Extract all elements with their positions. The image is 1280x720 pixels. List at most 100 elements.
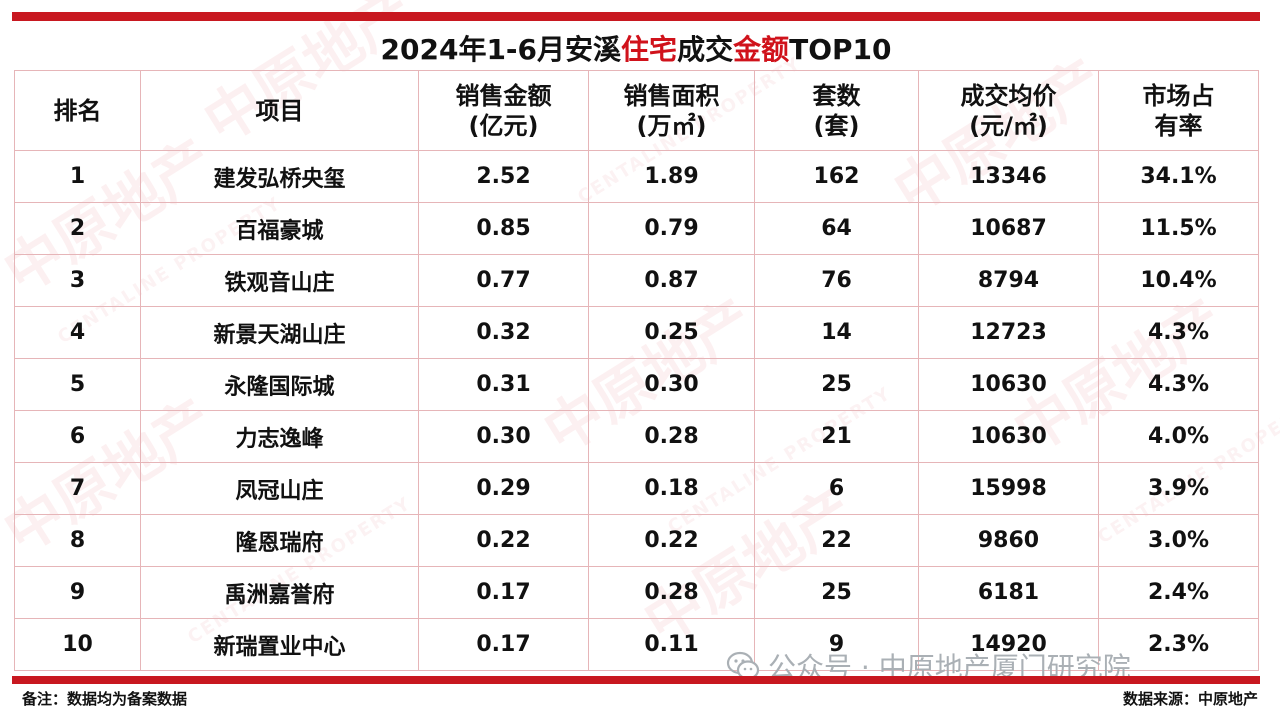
cell-project: 禹洲嘉誉府 — [140, 566, 419, 619]
table-row: 4 新景天湖山庄 0.32 0.25 14 12723 4.3% — [14, 306, 1259, 359]
ranking-table: 排名 项目 销售金额 (亿元) 销售面积 (万㎡) 套数 (套) 成交均价 (元/㎡) … — [14, 70, 1259, 671]
cell-amount: 2.52 — [418, 150, 589, 203]
cell-share: 2.4% — [1098, 566, 1259, 619]
cell-project: 新景天湖山庄 — [140, 306, 419, 359]
title-part-period: 2024年1-6月安溪 — [380, 33, 622, 66]
top-accent-bar — [12, 12, 1260, 21]
cell-price: 8794 — [918, 254, 1099, 307]
cell-rank: 7 — [14, 462, 141, 515]
header-units: 套数 (套) — [754, 70, 919, 151]
cell-units: 25 — [754, 566, 919, 619]
cell-area: 0.28 — [588, 566, 755, 619]
cell-project: 新瑞置业中心 — [140, 618, 419, 671]
cell-price: 9860 — [918, 514, 1099, 567]
title-part-top: TOP10 — [789, 33, 892, 66]
cell-price: 10687 — [918, 202, 1099, 255]
cell-units: 9 — [754, 618, 919, 671]
cell-price: 14920 — [918, 618, 1099, 671]
table-row: 2 百福豪城 0.85 0.79 64 10687 11.5% — [14, 202, 1259, 255]
footer-source: 数据来源：中原地产 — [1122, 690, 1258, 708]
header-avg-price: 成交均价 (元/㎡) — [918, 70, 1099, 151]
cell-project: 建发弘桥央玺 — [140, 150, 419, 203]
cell-price: 15998 — [918, 462, 1099, 515]
cell-area: 0.28 — [588, 410, 755, 463]
header-project: 项目 — [140, 70, 419, 151]
cell-area: 0.25 — [588, 306, 755, 359]
cell-price: 13346 — [918, 150, 1099, 203]
cell-share: 4.3% — [1098, 358, 1259, 411]
title-part-deal: 成交 — [677, 33, 734, 66]
header-rank: 排名 — [14, 70, 141, 151]
cell-share: 4.3% — [1098, 306, 1259, 359]
table-row: 6 力志逸峰 0.30 0.28 21 10630 4.0% — [14, 410, 1259, 463]
cell-area: 0.87 — [588, 254, 755, 307]
cell-rank: 10 — [14, 618, 141, 671]
table-row: 8 隆恩瑞府 0.22 0.22 22 9860 3.0% — [14, 514, 1259, 567]
table-row: 9 禹洲嘉誉府 0.17 0.28 25 6181 2.4% — [14, 566, 1259, 619]
cell-price: 12723 — [918, 306, 1099, 359]
cell-rank: 2 — [14, 202, 141, 255]
cell-amount: 0.17 — [418, 566, 589, 619]
cell-rank: 5 — [14, 358, 141, 411]
cell-units: 21 — [754, 410, 919, 463]
cell-rank: 3 — [14, 254, 141, 307]
cell-rank: 4 — [14, 306, 141, 359]
cell-amount: 0.29 — [418, 462, 589, 515]
cell-amount: 0.17 — [418, 618, 589, 671]
table-row: 1 建发弘桥央玺 2.52 1.89 162 13346 34.1% — [14, 150, 1259, 203]
cell-project: 百福豪城 — [140, 202, 419, 255]
cell-amount: 0.31 — [418, 358, 589, 411]
cell-area: 0.18 — [588, 462, 755, 515]
cell-rank: 1 — [14, 150, 141, 203]
cell-project: 力志逸峰 — [140, 410, 419, 463]
cell-share: 4.0% — [1098, 410, 1259, 463]
table-row: 5 永隆国际城 0.31 0.30 25 10630 4.3% — [14, 358, 1259, 411]
cell-area: 1.89 — [588, 150, 755, 203]
table-row: 10 新瑞置业中心 0.17 0.11 9 14920 2.3% — [14, 618, 1259, 671]
cell-share: 10.4% — [1098, 254, 1259, 307]
page-title: 2024年1-6月安溪住宅成交金额TOP10 — [12, 30, 1260, 70]
table-row: 7 凤冠山庄 0.29 0.18 6 15998 3.9% — [14, 462, 1259, 515]
title-part-housing: 住宅 — [621, 33, 678, 66]
table-header-row: 排名 项目 销售金额 (亿元) 销售面积 (万㎡) 套数 (套) 成交均价 (元/㎡) … — [14, 70, 1259, 151]
header-sales-amount: 销售金额 (亿元) — [418, 70, 589, 151]
cell-share: 3.0% — [1098, 514, 1259, 567]
cell-units: 162 — [754, 150, 919, 203]
cell-price: 10630 — [918, 358, 1099, 411]
cell-amount: 0.85 — [418, 202, 589, 255]
cell-amount: 0.77 — [418, 254, 589, 307]
cell-area: 0.30 — [588, 358, 755, 411]
cell-share: 3.9% — [1098, 462, 1259, 515]
table-body: 1 建发弘桥央玺 2.52 1.89 162 13346 34.1% 2 百福豪… — [14, 150, 1259, 671]
cell-units: 64 — [754, 202, 919, 255]
header-market-share: 市场占 有率 — [1098, 70, 1259, 151]
cell-price: 6181 — [918, 566, 1099, 619]
cell-units: 6 — [754, 462, 919, 515]
cell-area: 0.79 — [588, 202, 755, 255]
cell-amount: 0.22 — [418, 514, 589, 567]
wechat-icon — [726, 649, 760, 683]
cell-units: 22 — [754, 514, 919, 567]
cell-share: 11.5% — [1098, 202, 1259, 255]
cell-rank: 8 — [14, 514, 141, 567]
bottom-accent-bar — [12, 676, 1260, 684]
cell-project: 永隆国际城 — [140, 358, 419, 411]
cell-units: 14 — [754, 306, 919, 359]
cell-price: 10630 — [918, 410, 1099, 463]
cell-amount: 0.32 — [418, 306, 589, 359]
cell-rank: 6 — [14, 410, 141, 463]
cell-amount: 0.30 — [418, 410, 589, 463]
footer-note: 备注：数据均为备案数据 — [22, 690, 188, 708]
cell-units: 25 — [754, 358, 919, 411]
table-row: 3 铁观音山庄 0.77 0.87 76 8794 10.4% — [14, 254, 1259, 307]
cell-area: 0.22 — [588, 514, 755, 567]
cell-share: 34.1% — [1098, 150, 1259, 203]
cell-rank: 9 — [14, 566, 141, 619]
cell-project: 凤冠山庄 — [140, 462, 419, 515]
title-part-amount: 金额 — [733, 33, 790, 66]
cell-units: 76 — [754, 254, 919, 307]
header-sales-area: 销售面积 (万㎡) — [588, 70, 755, 151]
cell-share: 2.3% — [1098, 618, 1259, 671]
cell-project: 铁观音山庄 — [140, 254, 419, 307]
cell-project: 隆恩瑞府 — [140, 514, 419, 567]
